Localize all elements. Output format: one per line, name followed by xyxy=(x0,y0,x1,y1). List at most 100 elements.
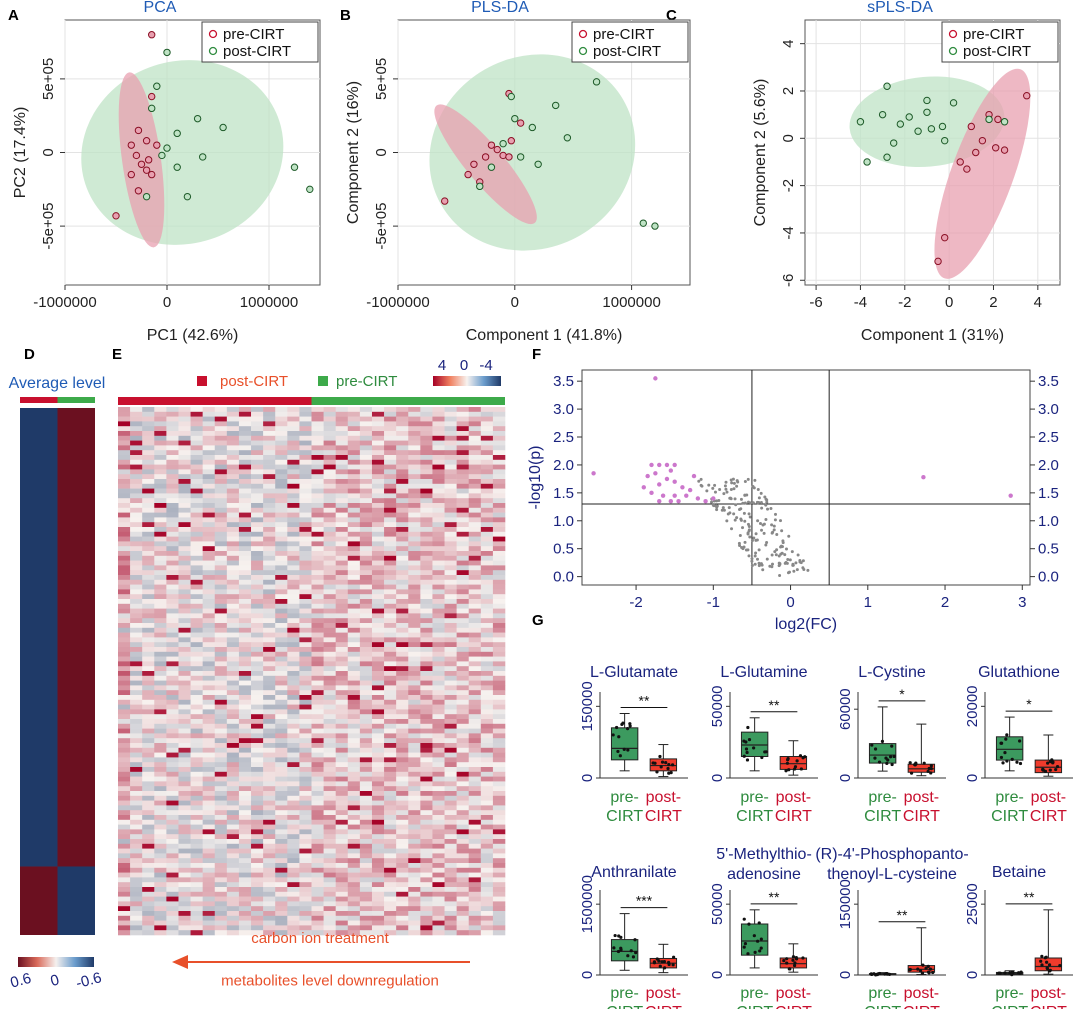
heatmap-cell xyxy=(456,642,470,648)
heatmap-cell xyxy=(359,920,373,926)
heatmap-cell xyxy=(420,474,433,480)
jitter-point xyxy=(1017,971,1021,975)
heatmap-cell xyxy=(275,795,288,801)
category-label-line2: CIRT xyxy=(1030,1004,1067,1009)
heatmap-cell xyxy=(226,834,240,840)
heatmap-cell xyxy=(468,743,482,749)
heatmap-cell xyxy=(323,431,336,437)
heatmap-cell xyxy=(468,517,482,523)
volcano-point-sig xyxy=(921,475,926,480)
significance-label: *** xyxy=(636,893,653,909)
heatmap-cell xyxy=(408,527,421,533)
heatmap-cell xyxy=(384,560,397,566)
heatmap-cell xyxy=(335,407,349,413)
heatmap-cell xyxy=(371,483,385,489)
heatmap-cell xyxy=(492,479,506,485)
heatmap-cell xyxy=(190,431,203,437)
heatmap-cell xyxy=(359,723,373,729)
heatmap-cell xyxy=(154,906,167,912)
heatmap-cell xyxy=(492,695,506,701)
heatmap-cell xyxy=(323,560,336,566)
heatmap-cell xyxy=(408,757,421,763)
heatmap-cell xyxy=(420,661,433,667)
jitter-point xyxy=(914,762,918,766)
significance-label: ** xyxy=(769,697,780,713)
heatmap-cell xyxy=(287,531,300,537)
colorbar-d xyxy=(18,957,94,967)
heatmap-cell xyxy=(202,594,216,600)
y-tick-label: -4 xyxy=(780,226,797,239)
heatmap-cell xyxy=(238,728,252,734)
heatmap-cell xyxy=(432,901,445,907)
heatmap-cell xyxy=(178,714,191,720)
heatmap-cell xyxy=(335,719,349,725)
heatmap-cell xyxy=(347,685,361,691)
heatmap-cell xyxy=(420,411,433,417)
heatmap-cell xyxy=(323,848,336,854)
heatmap-cell xyxy=(371,819,385,825)
heatmap-cell xyxy=(384,498,397,504)
panel-b-plsda: -1000000 0 1000000-5e+0505e+05PLS-DACompon… xyxy=(345,0,691,344)
heatmap-cell xyxy=(468,546,482,552)
volcano-point-sig xyxy=(591,471,596,476)
heatmap-cell xyxy=(275,647,288,653)
heatmap-cell xyxy=(238,743,252,749)
heatmap-cell xyxy=(311,666,324,672)
heatmap-cell xyxy=(202,891,216,897)
volcano-point-ns xyxy=(752,536,756,540)
heatmap-cell xyxy=(251,723,264,729)
legend-marker-post xyxy=(578,46,588,56)
heatmap-cell xyxy=(299,455,312,461)
heatmap-cell xyxy=(142,599,155,605)
x-tick-label: 0 xyxy=(163,294,171,311)
heatmap-cell xyxy=(202,479,216,485)
heatmap-cell xyxy=(238,479,252,485)
heatmap-cell xyxy=(359,719,373,725)
heatmap-cell xyxy=(202,546,216,552)
heatmap-cell xyxy=(335,872,349,878)
heatmap-cell xyxy=(166,738,179,744)
heatmap-cell xyxy=(492,795,506,801)
heatmap-cell xyxy=(408,469,421,475)
heatmap-cell xyxy=(130,685,143,691)
heatmap-cell xyxy=(408,719,421,725)
heatmap-cell xyxy=(335,512,349,518)
heatmap-cell xyxy=(492,618,506,624)
data-point-post xyxy=(219,123,227,132)
jitter-point xyxy=(659,765,663,769)
heatmap-cell xyxy=(202,824,216,830)
heatmap-cell xyxy=(432,747,445,753)
heatmap-cell xyxy=(130,709,143,715)
heatmap-cell xyxy=(384,747,397,753)
heatmap-cell xyxy=(178,531,191,537)
heatmap-cell xyxy=(130,781,143,787)
heatmap-cell xyxy=(154,858,167,864)
heatmap-cell xyxy=(299,858,312,864)
heatmap-cell xyxy=(335,699,349,705)
heatmap-cell xyxy=(166,795,179,801)
heatmap-cell xyxy=(420,594,433,600)
heatmap-cell xyxy=(130,666,143,672)
heatmap-cell xyxy=(214,579,228,585)
heatmap-cell xyxy=(263,738,276,744)
heatmap-cell xyxy=(396,647,409,653)
heatmap-cell xyxy=(432,795,445,801)
volcano-point-ns xyxy=(707,483,711,487)
heatmap-cell xyxy=(408,800,421,806)
legend-marker-post xyxy=(197,376,207,386)
volcano-point-ns xyxy=(741,526,745,530)
jitter-point xyxy=(655,770,659,774)
heatmap-cell xyxy=(480,709,494,715)
heatmap-cell xyxy=(347,613,361,619)
heatmap-cell xyxy=(251,675,264,681)
heatmap-cell xyxy=(359,805,373,811)
heatmap-cell xyxy=(299,723,312,729)
heatmap-cell xyxy=(396,896,409,902)
heatmap-cell xyxy=(384,459,397,465)
volcano-point-sig xyxy=(664,476,670,482)
heatmap-cell xyxy=(190,613,203,619)
heatmap-cell xyxy=(347,781,361,787)
heatmap-cell xyxy=(335,445,349,451)
heatmap-cell xyxy=(118,738,131,744)
heatmap-cell xyxy=(444,709,457,715)
